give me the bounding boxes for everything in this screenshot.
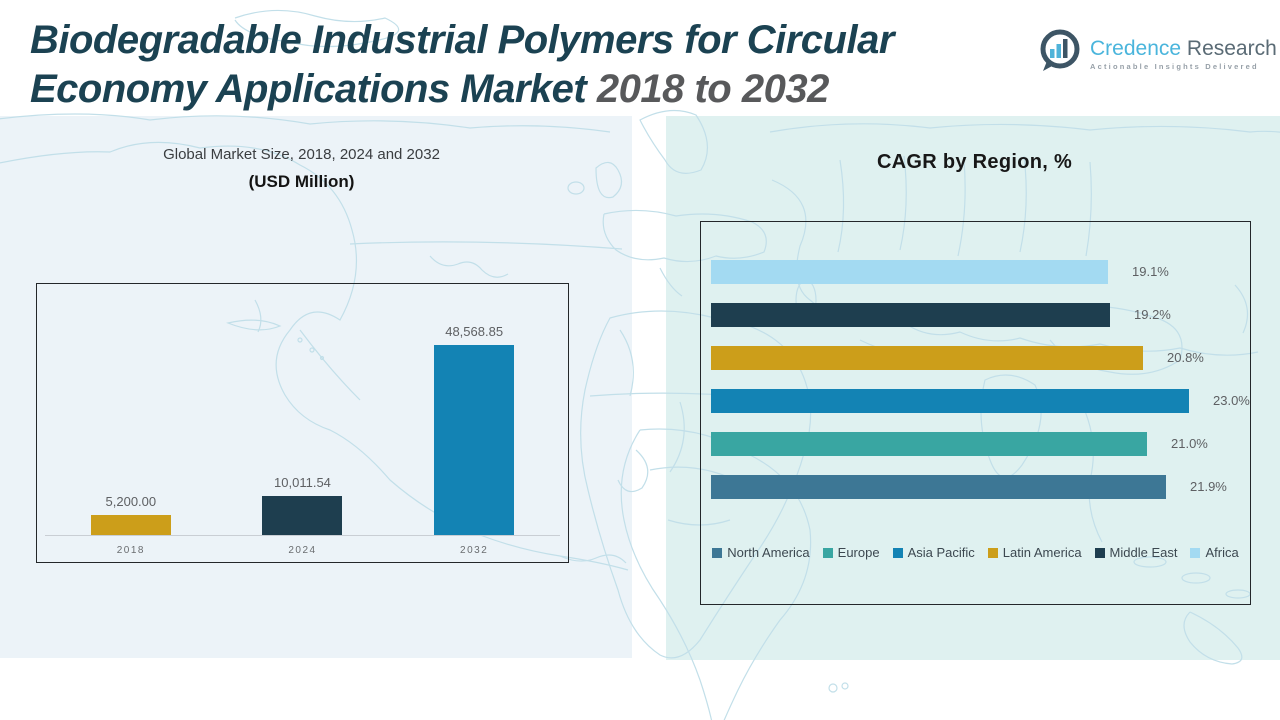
page-title: Biodegradable Industrial Polymers for Ci… bbox=[30, 16, 1035, 114]
cagr-row-north-america: 21.9% bbox=[711, 465, 1244, 508]
chart-bubble-logo-icon bbox=[1038, 28, 1082, 79]
legend-item-europe: Europe bbox=[822, 545, 880, 560]
legend-item-africa: Africa bbox=[1190, 545, 1239, 560]
legend-swatch-africa bbox=[1190, 547, 1201, 558]
cagr-value-label-north-america: 21.9% bbox=[1190, 479, 1227, 494]
bar-group-2024: 10,011.54 bbox=[222, 475, 382, 535]
legend-label-north-america: North America bbox=[727, 545, 810, 560]
cagr-row-middle-east: 19.2% bbox=[711, 293, 1244, 336]
page-title-line1: Biodegradable Industrial Polymers for Ci… bbox=[30, 18, 894, 62]
market-size-chart: 5,200.00 10,011.54 48,568.85 2018 2024 2032 bbox=[36, 283, 569, 563]
credence-research-logo: Credence Research Actionable Insights De… bbox=[1038, 28, 1277, 79]
legend-swatch-europe bbox=[822, 547, 833, 558]
legend-item-north-america: North America bbox=[712, 545, 810, 560]
cagr-value-label-middle-east: 19.2% bbox=[1134, 307, 1171, 322]
legend-item-latin-america: Latin America bbox=[987, 545, 1082, 560]
legend-label-asia-pacific: Asia Pacific bbox=[907, 545, 975, 560]
cagr-row-asia-pacific: 23.0% bbox=[711, 379, 1250, 422]
cagr-bar-europe bbox=[711, 431, 1147, 456]
market-size-chart-title: Global Market Size, 2018, 2024 and 2032 bbox=[163, 146, 440, 163]
cagr-bar-latin-america bbox=[711, 345, 1143, 370]
legend-swatch-north-america bbox=[712, 547, 723, 558]
legend-item-asia-pacific: Asia Pacific bbox=[892, 545, 975, 560]
bar-2018 bbox=[90, 515, 171, 535]
x-axis-line bbox=[45, 535, 560, 536]
market-size-plot-area: 5,200.00 10,011.54 48,568.85 bbox=[37, 284, 568, 535]
page-title-line2: Economy Applications Market bbox=[30, 67, 597, 111]
category-label-2018: 2018 bbox=[116, 545, 145, 556]
logo-text: Credence Research Actionable Insights De… bbox=[1090, 37, 1277, 71]
legend-label-europe: Europe bbox=[837, 545, 880, 560]
legend-swatch-middle-east bbox=[1094, 547, 1105, 558]
legend-swatch-asia-pacific bbox=[892, 547, 903, 558]
legend-label-latin-america: Latin America bbox=[1002, 545, 1082, 560]
cagr-chart-legend: North America Europe Asia Pacific Latin Ame… bbox=[701, 545, 1250, 560]
market-size-chart-subtitle: (USD Million) bbox=[248, 172, 355, 191]
legend-label-africa: Africa bbox=[1205, 545, 1239, 560]
cagr-row-africa: 19.1% bbox=[711, 250, 1244, 293]
page-title-years: 2018 to 2032 bbox=[596, 67, 829, 111]
bar-2024 bbox=[262, 496, 343, 535]
cagr-row-europe: 21.0% bbox=[711, 422, 1244, 465]
legend-swatch-latin-america bbox=[987, 547, 998, 558]
brand-name-primary: Credence bbox=[1090, 36, 1182, 60]
bar-group-2018: 5,200.00 bbox=[51, 494, 211, 535]
cagr-chart: 19.1% 19.2% 20.8% 23.0% 21.0% 21.9% North Ame… bbox=[700, 221, 1251, 605]
cagr-row-latin-america: 20.8% bbox=[711, 336, 1244, 379]
bar-value-label-2024: 10,011.54 bbox=[274, 475, 331, 490]
bar-group-2032: 48,568.85 bbox=[394, 324, 554, 535]
cagr-value-label-africa: 19.1% bbox=[1132, 264, 1169, 279]
cagr-value-label-latin-america: 20.8% bbox=[1167, 350, 1204, 365]
cagr-value-label-europe: 21.0% bbox=[1171, 436, 1208, 451]
cagr-bar-north-america bbox=[711, 474, 1166, 499]
cagr-bar-africa bbox=[711, 259, 1108, 284]
category-label-2024: 2024 bbox=[288, 545, 317, 556]
brand-tagline: Actionable Insights Delivered bbox=[1090, 61, 1259, 71]
cagr-value-label-asia-pacific: 23.0% bbox=[1213, 393, 1250, 408]
cagr-bar-asia-pacific bbox=[711, 388, 1189, 413]
legend-item-middle-east: Middle East bbox=[1094, 545, 1178, 560]
cagr-bar-middle-east bbox=[711, 302, 1110, 327]
category-label-2032: 2032 bbox=[460, 545, 489, 556]
bar-value-label-2018: 5,200.00 bbox=[105, 494, 157, 509]
cagr-chart-title: CAGR by Region, % bbox=[876, 151, 1073, 173]
bar-value-label-2032: 48,568.85 bbox=[445, 324, 504, 339]
brand-name: Credence Research bbox=[1090, 37, 1277, 60]
brand-name-secondary: Research bbox=[1181, 36, 1277, 60]
bar-2032 bbox=[434, 345, 515, 535]
legend-label-middle-east: Middle East bbox=[1109, 545, 1178, 560]
